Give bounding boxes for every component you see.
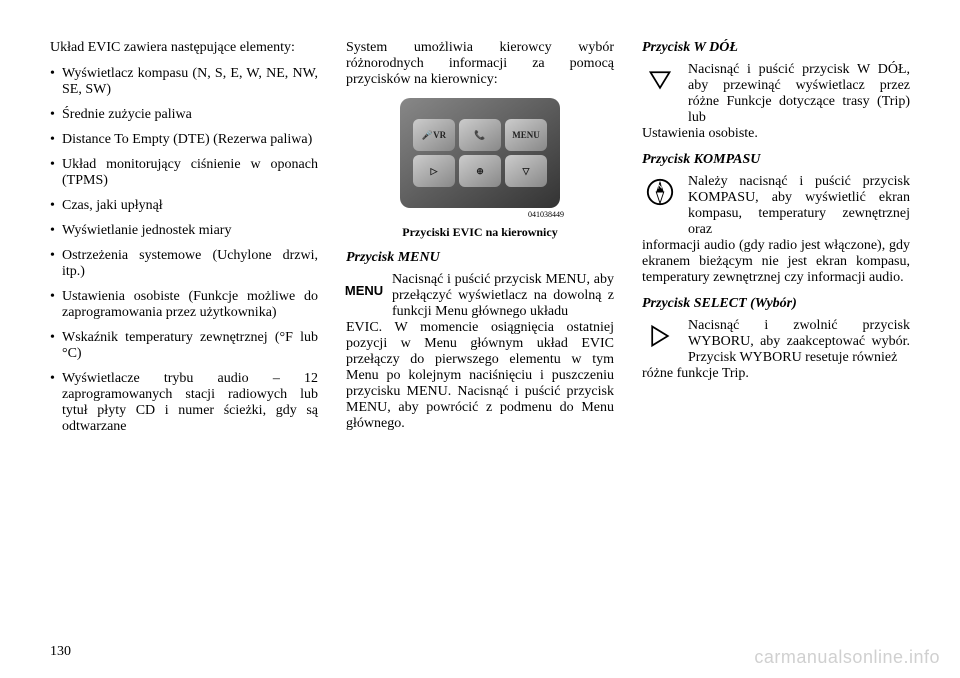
down-paragraph: Nacisnąć i puścić przycisk W DÓŁ, aby pr… xyxy=(642,62,910,126)
evic-buttons-photo: 🎤VR 📞 MENU ▷ ⊕ ▽ xyxy=(400,98,560,208)
col1-intro: Układ EVIC zawiera następujące elementy: xyxy=(50,40,318,56)
menu-paragraph: MENU Nacisnąć i puścić przycisk MENU, ab… xyxy=(346,272,614,320)
down-heading: Przycisk W DÓŁ xyxy=(642,40,910,56)
menu-icon: MENU xyxy=(346,272,382,308)
right-triangle-icon xyxy=(642,318,678,354)
compass-heading: Przycisk KOMPASU xyxy=(642,152,910,168)
watermark: carmanualsonline.info xyxy=(754,647,940,668)
down-triangle-icon xyxy=(642,62,678,98)
list-item: Wyświetlacze trybu audio – 12 zaprogramo… xyxy=(50,371,318,435)
compass-key: ⊕ xyxy=(459,155,501,187)
page-number: 130 xyxy=(50,644,71,660)
list-item: Średnie zużycie paliwa xyxy=(50,107,318,123)
image-number: 041038449 xyxy=(346,210,614,219)
compass-paragraph: N Należy nacisnąć i puścić przycisk KOMP… xyxy=(642,174,910,238)
list-item: Wskaźnik temperatury zewnętrznej (°F lub… xyxy=(50,330,318,362)
menu-text-1: Nacisnąć i puścić przycisk MENU, aby prz… xyxy=(392,272,614,320)
select-heading: Przycisk SELECT (Wybór) xyxy=(642,296,910,312)
down-text-1: Nacisnąć i puścić przycisk W DÓŁ, aby pr… xyxy=(688,62,910,126)
image-caption: Przyciski EVIC na kierownicy xyxy=(346,225,614,240)
phone-key: 📞 xyxy=(459,119,501,151)
select-text-2: różne funkcje Trip. xyxy=(642,366,910,382)
compass-text-2: informacji audio (gdy radio jest włączon… xyxy=(642,238,910,286)
list-item: Ostrzeżenia systemowe (Uchylone drzwi, i… xyxy=(50,248,318,280)
compass-text-1: Należy nacisnąć i puścić przycisk KOMPAS… xyxy=(688,174,910,238)
vr-key: 🎤VR xyxy=(413,119,455,151)
right-key: ▷ xyxy=(413,155,455,187)
column-3: Przycisk W DÓŁ Nacisnąć i puścić przycis… xyxy=(642,40,910,620)
list-item: Czas, jaki upłynął xyxy=(50,198,318,214)
column-1: Układ EVIC zawiera następujące elementy:… xyxy=(50,40,318,620)
menu-heading: Przycisk MENU xyxy=(346,250,614,266)
col2-intro: System umożliwia kierowcy wybór różnorod… xyxy=(346,40,614,88)
list-item: Wyświetlanie jednostek miary xyxy=(50,223,318,239)
compass-icon: N xyxy=(642,174,678,210)
select-text-1: Nacisnąć i zwolnić przycisk WYBORU, aby … xyxy=(688,318,910,366)
column-2: System umożliwia kierowcy wybór różnorod… xyxy=(346,40,614,620)
svg-text:N: N xyxy=(658,183,663,190)
down-text-2: Ustawienia osobiste. xyxy=(642,126,910,142)
steering-buttons-image: 🎤VR 📞 MENU ▷ ⊕ ▽ 041038449 Przyciski EVI… xyxy=(346,98,614,240)
list-item: Ustawienia osobiste (Funkcje możliwe do … xyxy=(50,289,318,321)
col1-list: Wyświetlacz kompasu (N, S, E, W, NE, NW,… xyxy=(50,66,318,435)
menu-key: MENU xyxy=(505,119,547,151)
down-key: ▽ xyxy=(505,155,547,187)
menu-text-2: EVIC. W momencie osiągnięcia ostatniej p… xyxy=(346,320,614,432)
list-item: Distance To Empty (DTE) (Rezerwa paliwa) xyxy=(50,132,318,148)
list-item: Wyświetlacz kompasu (N, S, E, W, NE, NW,… xyxy=(50,66,318,98)
select-paragraph: Nacisnąć i zwolnić przycisk WYBORU, aby … xyxy=(642,318,910,366)
list-item: Układ monitorujący ciśnienie w oponach (… xyxy=(50,157,318,189)
